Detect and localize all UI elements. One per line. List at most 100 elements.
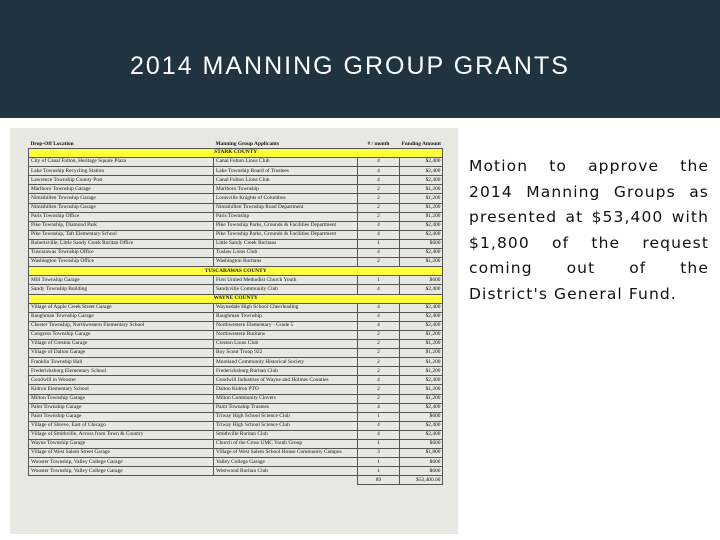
table-row: Congress Township Garage Northwestern Rur… — [28, 329, 444, 340]
per-month: 4 — [357, 284, 400, 295]
drop-off-location: Village of Apple Creek Street Garage — [28, 302, 214, 313]
per-month: 4 — [357, 166, 400, 177]
funding-amount: $2,400 — [398, 402, 444, 413]
funding-amount: $1,200 — [398, 366, 444, 377]
table-row: Wayne Township Garage Church of the Cross… — [28, 438, 444, 450]
title-bar: 2014 MANNING GROUP GRANTS — [0, 0, 720, 118]
per-month: 4 — [357, 402, 400, 413]
applicant: Canal Fulton Lions Club — [213, 157, 358, 168]
drop-off-location: Village of Dalton Garage — [28, 348, 214, 359]
drop-off-location: Robertsville, Little Sandy Creek Ruritan… — [28, 238, 214, 250]
funding-amount: $1,200 — [398, 338, 444, 350]
drop-off-location: Congress Township Garage — [28, 329, 214, 340]
drop-off-location: Pike Township, Diamond Park — [28, 220, 214, 231]
table-row: Wooster Township, Valley College Garage V… — [28, 457, 444, 468]
table-row: Robertsville, Little Sandy Creek Ruritan… — [28, 238, 444, 250]
county-name: STARK COUNTY — [27, 147, 444, 159]
drop-off-location: Village of Shreve, East of Chicago — [28, 420, 214, 431]
per-month: 2 — [357, 184, 400, 195]
county-section-row: TUSCARAWAS COUNTY — [27, 266, 444, 277]
funding-amount: $1,200 — [398, 348, 444, 359]
per-month: 4 — [357, 420, 400, 431]
per-month: 1 — [357, 466, 400, 477]
table-row: Paint Township Garage Triway High School … — [28, 411, 444, 422]
per-month: 2 — [357, 393, 400, 404]
funding-amount: $1,200 — [398, 257, 444, 268]
funding-amount: $2,400 — [398, 229, 444, 240]
table-row: Village of Creston Garage Creston Lions C… — [28, 338, 444, 350]
applicant: Church of the Cross UMC Youth Group — [213, 438, 358, 450]
per-month: 3 — [357, 448, 400, 459]
per-month: 4 — [357, 175, 400, 186]
drop-off-location: Sandy Township Building — [28, 284, 214, 295]
county-name: TUSCARAWAS COUNTY — [27, 266, 444, 277]
table-row: Chester Township, Northwestern Elementar… — [28, 320, 444, 331]
county-name: WAYNE COUNTY — [27, 293, 444, 304]
table-row: Nimishillen Township Garage Nimishillen T… — [28, 202, 444, 213]
applicant: Goodwill Industries of Wayne and Holmes … — [213, 375, 358, 386]
per-month: 2 — [357, 348, 400, 359]
funding-amount: $2,400 — [398, 420, 444, 431]
applicant: Village of West Salem School House Commu… — [213, 448, 358, 459]
applicant: Valley College Garage — [213, 457, 358, 468]
table-row: Paris Township Office Paris Township 2 $1,2… — [28, 211, 444, 222]
per-month: 1 — [357, 457, 400, 468]
totals-row: 89 $53,400.00 — [29, 475, 444, 486]
applicant: Boy Scout Troop 922 — [213, 348, 358, 359]
funding-amount: $2,400 — [398, 302, 444, 313]
applicant: Triway High School Science Club — [213, 411, 358, 422]
applicant: Lake Township Board of Trustees — [213, 166, 358, 177]
totals-spacer — [29, 476, 214, 485]
table-row: Franklin Township Hall Moreland Community… — [28, 357, 444, 368]
funding-amount: $1,200 — [398, 384, 444, 395]
table-row: Paint Township Garage Paint Township Trus… — [28, 402, 444, 413]
drop-off-location: Paris Township Office — [28, 211, 214, 222]
funding-amount: $2,400 — [398, 429, 444, 441]
table-row: Village of Smithville, Across from Town … — [28, 429, 444, 441]
applicant: Moreland Community Historical Society — [213, 357, 358, 368]
per-month: 2 — [357, 357, 400, 368]
table-row: Village of West Salem Street Garage Villa… — [28, 448, 444, 459]
drop-off-location: Paint Township Garage — [28, 411, 214, 422]
per-month: 4 — [357, 311, 400, 322]
table-row: Village of Apple Creek Street Garage Wayn… — [28, 302, 444, 313]
applicant: Washington Ruritans — [213, 257, 358, 268]
grants-spreadsheet: Drop-Off Location Manning Group Applicant… — [10, 128, 458, 534]
per-month: 1 — [357, 438, 400, 450]
funding-amount: $2,400 — [398, 311, 444, 322]
per-month: 4 — [357, 220, 400, 231]
table-row: Pike Township, Diamond Park Pike Township… — [28, 220, 444, 231]
table-header-row: Drop-Off Location Manning Group Applicant… — [29, 132, 443, 149]
drop-off-location: Fredericksburg Elementary School — [28, 366, 214, 377]
applicant: First United Methodist Church Youth — [213, 275, 358, 286]
table-row: Lawrence Township County Post Canal Fulto… — [28, 175, 444, 186]
funding-amount: $1,200 — [398, 202, 444, 213]
drop-off-location: Wooster Township, Valley College Garage — [28, 466, 214, 477]
funding-amount: $1,200 — [398, 357, 444, 368]
applicant: Northwestern Elementary - Grade 5 — [213, 320, 358, 331]
applicant: Louisville Knights of Columbus — [213, 193, 358, 204]
funding-amount: $600 — [398, 275, 444, 286]
drop-off-location: Village of Smithville, Across from Town … — [28, 429, 214, 441]
funding-amount: $600 — [398, 466, 444, 477]
applicant: Sandyville Community Club — [213, 284, 358, 295]
table-row: Mill Township Garage First United Methodi… — [28, 275, 444, 286]
applicant: Waynedale High School Cheerleading — [213, 302, 358, 313]
applicant: Dalton Kidron PTO — [213, 384, 358, 395]
per-month: 2 — [357, 257, 400, 268]
per-month: 2 — [357, 193, 400, 204]
drop-off-location: Tuscarawas Township Office — [28, 248, 214, 259]
per-month: 2 — [357, 329, 400, 340]
table-row: Wooster Township, Valley College Garage W… — [28, 466, 444, 477]
applicant: Nimishillen Township Road Department — [213, 202, 358, 213]
per-month: 1 — [357, 275, 400, 286]
table-row: Sandy Township Building Sandyville Commun… — [28, 284, 444, 295]
applicant: Baughman Township — [213, 311, 358, 322]
per-month: 2 — [357, 202, 400, 213]
funding-amount: $2,400 — [398, 175, 444, 186]
per-month: 1 — [357, 238, 400, 250]
grants-table: Drop-Off Location Manning Group Applicant… — [27, 132, 444, 486]
funding-amount: $1,800 — [398, 448, 444, 459]
funding-amount: $1,200 — [398, 211, 444, 222]
totals-spacer — [214, 476, 358, 485]
